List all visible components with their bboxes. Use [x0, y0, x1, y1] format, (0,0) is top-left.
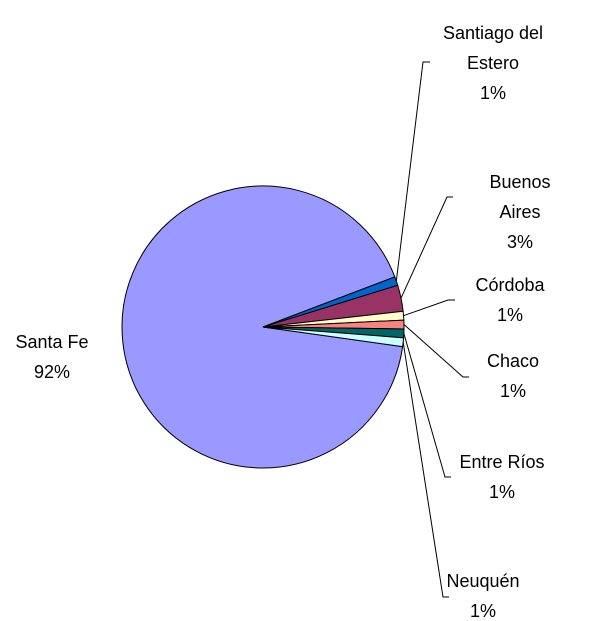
category-label: Neuquén	[446, 571, 520, 591]
slice-label: Entre Ríos 1%	[459, 447, 544, 507]
leader-line	[403, 324, 469, 378]
pie-slice	[262, 326, 405, 348]
value-label: 1%	[469, 601, 497, 621]
leader-line	[403, 333, 451, 478]
slice-label: Córdoba 1%	[475, 270, 544, 330]
category-label: Córdoba	[475, 275, 545, 295]
slice-label: Buenos Aires 3%	[473, 167, 567, 257]
slice-label: Chaco 1%	[487, 346, 539, 406]
value-label: 1%	[496, 305, 524, 325]
slice-label: Neuquén 1%	[446, 566, 519, 621]
value-label: 1%	[488, 482, 516, 502]
leader-line	[402, 342, 449, 598]
leader-line	[395, 61, 430, 282]
category-label: Chaco	[486, 351, 540, 371]
category-label: Buenos Aires	[489, 172, 551, 222]
slice-label: Santa Fe 92%	[15, 327, 88, 387]
category-label: Entre Ríos	[459, 452, 545, 472]
category-label: Santiago del Estero	[442, 23, 544, 73]
value-label: 92%	[33, 362, 71, 382]
value-label: 1%	[479, 83, 506, 103]
leader-line	[400, 196, 453, 299]
value-label: 3%	[506, 232, 533, 252]
leader-line	[403, 299, 455, 317]
slice-label: Santiago del Estero 1%	[433, 18, 554, 108]
category-label: Santa Fe	[15, 332, 89, 352]
pie-slice	[121, 185, 404, 469]
value-label: 1%	[499, 381, 526, 401]
